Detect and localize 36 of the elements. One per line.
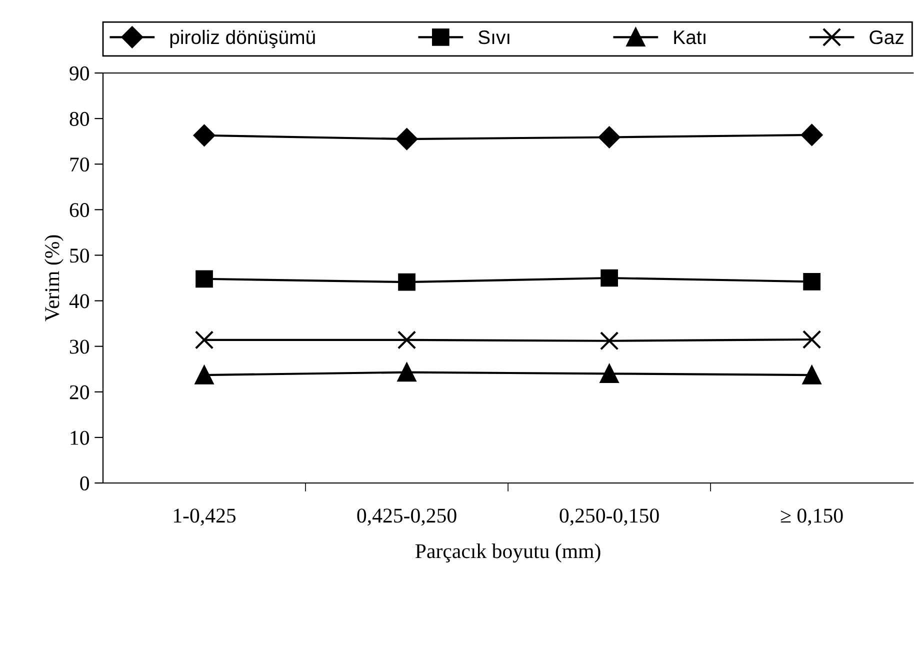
point <box>600 364 619 384</box>
y-tick-label: 90 <box>70 66 90 80</box>
legend-label: piroliz dönüşümü <box>170 30 315 48</box>
legend-label: Gaz <box>870 30 904 44</box>
point <box>396 128 418 150</box>
point <box>802 330 822 349</box>
point <box>800 124 823 146</box>
y-tick-label: 30 <box>70 340 90 354</box>
x-tick-label: 0,250-0,150 <box>560 508 659 526</box>
x-axis-title: Parçacık boyutu (mm) <box>415 544 600 563</box>
point <box>600 331 619 350</box>
y-tick-label: 60 <box>70 203 90 218</box>
point <box>398 273 416 291</box>
x-tick-label: 0,425-0,250 <box>357 508 456 526</box>
point <box>194 330 214 350</box>
x-tick-label: ≥ 0,150 <box>780 508 843 526</box>
x-tick-label: 1-0,425 <box>174 508 236 526</box>
point <box>194 366 214 384</box>
point <box>397 330 416 350</box>
y-tick-label: 0 <box>80 476 90 490</box>
point <box>803 272 821 290</box>
point <box>598 126 620 148</box>
y-tick-label: 20 <box>70 385 90 400</box>
y-tick-label: 40 <box>69 294 90 308</box>
legend-label: Sıvı <box>478 30 510 44</box>
point <box>196 270 213 288</box>
point <box>600 269 618 287</box>
y-tick-label: 70 <box>70 157 90 172</box>
point <box>802 366 822 384</box>
y-tick-label: 10 <box>70 430 90 445</box>
y-tick-label: 50 <box>70 248 90 263</box>
point <box>193 124 216 146</box>
point <box>397 362 416 382</box>
y-tick-label: 80 <box>70 112 90 126</box>
legend-label: Katı <box>674 30 706 44</box>
y-axis-title: Verim (%) <box>44 235 64 322</box>
